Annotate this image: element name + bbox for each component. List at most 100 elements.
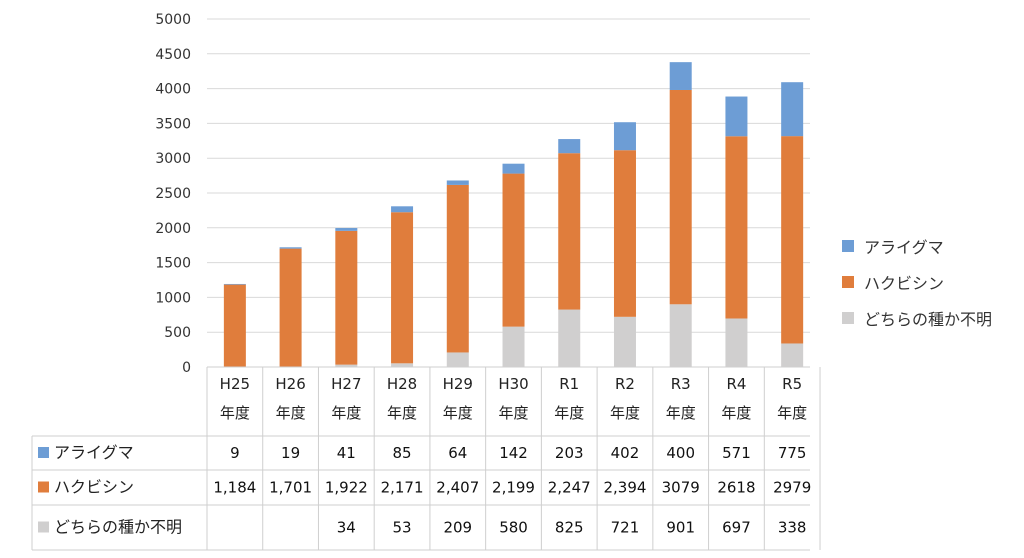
y-tick-label: 3000	[155, 151, 191, 167]
bar-segment	[613, 316, 636, 367]
bar-segment	[781, 82, 804, 137]
bar-segment	[223, 284, 246, 367]
table-cell-value: 2,199	[492, 479, 535, 497]
table-cell-value: 19	[281, 444, 300, 462]
category-label: 年度	[554, 404, 584, 422]
bar-segment	[558, 153, 581, 310]
category-label: 年度	[666, 404, 696, 422]
table-legend-key	[38, 447, 49, 458]
bar-segment	[446, 180, 469, 185]
table-cell-value: 571	[722, 444, 751, 462]
category-label: 年度	[331, 404, 361, 422]
table-cell-value: 2,247	[548, 479, 591, 497]
category-label: R3	[671, 375, 691, 393]
bar-segment	[391, 206, 414, 213]
bar-segment	[223, 283, 246, 285]
table-legend-key	[38, 481, 49, 493]
table-row-label: どちらの種か不明	[54, 518, 182, 537]
bar-segment	[279, 247, 302, 249]
category-label: R4	[726, 375, 746, 393]
y-tick-label: 2500	[155, 186, 191, 202]
bar-segment	[391, 363, 414, 367]
bar-segment	[335, 364, 358, 367]
category-label: H26	[275, 375, 305, 393]
legend-swatch-araiguma	[842, 240, 854, 252]
bar-segment	[279, 248, 302, 367]
legend-label-unknown: どちらの種か不明	[864, 310, 993, 329]
y-tick-label: 3500	[155, 116, 191, 132]
category-label: H28	[387, 375, 417, 393]
category-label: R1	[559, 375, 579, 393]
legend: アライグマ ハクビシン どちらの種か不明	[842, 228, 992, 336]
table-cell-value: 1,701	[269, 479, 312, 497]
legend-item-araiguma: アライグマ	[842, 228, 992, 264]
bar-segment	[669, 89, 692, 305]
table-cell-value: 2618	[717, 479, 755, 497]
table-cell-value: 402	[611, 444, 640, 462]
table-cell-value: 2,407	[436, 479, 479, 497]
table-cell-value: 85	[393, 444, 412, 462]
y-tick-label: 2000	[155, 221, 191, 237]
bar-segment	[781, 136, 804, 344]
category-label: 年度	[610, 404, 640, 422]
bar-segment	[613, 150, 636, 317]
legend-item-hakubishin: ハクビシン	[842, 264, 992, 300]
category-label: 年度	[276, 404, 306, 422]
y-tick-label: 5000	[155, 12, 191, 28]
category-label: 年度	[499, 404, 529, 422]
bar-segment	[725, 136, 748, 319]
table-cell-value: 2,394	[603, 479, 646, 497]
category-label: R2	[615, 375, 635, 393]
bar-segment	[669, 304, 692, 367]
bar-segment	[613, 122, 636, 151]
bar-segment	[558, 309, 581, 367]
table-cell-value: 41	[337, 444, 356, 462]
legend-label-hakubishin: ハクビシン	[864, 274, 945, 293]
table-cell-value: 901	[666, 519, 695, 537]
table-legend-key	[38, 521, 49, 533]
category-label: 年度	[443, 404, 473, 422]
table-cell-value: 697	[722, 519, 751, 537]
y-tick-label: 4500	[155, 47, 191, 63]
table-cell-value: 64	[448, 444, 467, 462]
category-label: H27	[331, 375, 361, 393]
bar-segment	[502, 163, 525, 174]
table-cell-value: 2979	[773, 479, 811, 497]
y-tick-label: 1000	[155, 290, 191, 306]
table-cell-value: 53	[393, 519, 412, 537]
category-label: 年度	[777, 404, 807, 422]
table-cell-value: 9	[230, 444, 240, 462]
bar-segment	[502, 173, 525, 327]
table-cell-value: 338	[778, 519, 807, 537]
bar-segment	[335, 230, 358, 365]
table-cell-value: 209	[443, 519, 472, 537]
table-row-label: ハクビシン	[54, 478, 134, 497]
table-cell-value: 3079	[662, 479, 700, 497]
bar-segment	[502, 326, 525, 367]
bar-segment	[335, 228, 358, 231]
table-cell-value: 825	[555, 519, 584, 537]
category-label: 年度	[721, 404, 751, 422]
category-label: H25	[220, 375, 250, 393]
table-cell-value: 34	[337, 519, 356, 537]
bar-segment	[669, 62, 692, 90]
bar-segment	[725, 318, 748, 367]
category-label: 年度	[387, 404, 417, 422]
table-cell-value: 2,171	[381, 479, 424, 497]
bar-segment	[391, 212, 414, 364]
bar-segment	[558, 139, 581, 154]
legend-label-araiguma: アライグマ	[864, 238, 944, 257]
table-cell-value: 580	[499, 519, 528, 537]
table-cell-value: 400	[666, 444, 695, 462]
table-cell-value: 1,922	[325, 479, 368, 497]
table-cell-value: 1,184	[213, 479, 256, 497]
bar-segment	[725, 96, 748, 137]
y-tick-label: 500	[164, 325, 191, 341]
bar-segment	[781, 343, 804, 367]
category-label: H29	[443, 375, 473, 393]
table-row-label: アライグマ	[54, 443, 134, 462]
category-label: H30	[498, 375, 528, 393]
table-cell-value: 142	[499, 444, 528, 462]
category-label: R5	[782, 375, 802, 393]
